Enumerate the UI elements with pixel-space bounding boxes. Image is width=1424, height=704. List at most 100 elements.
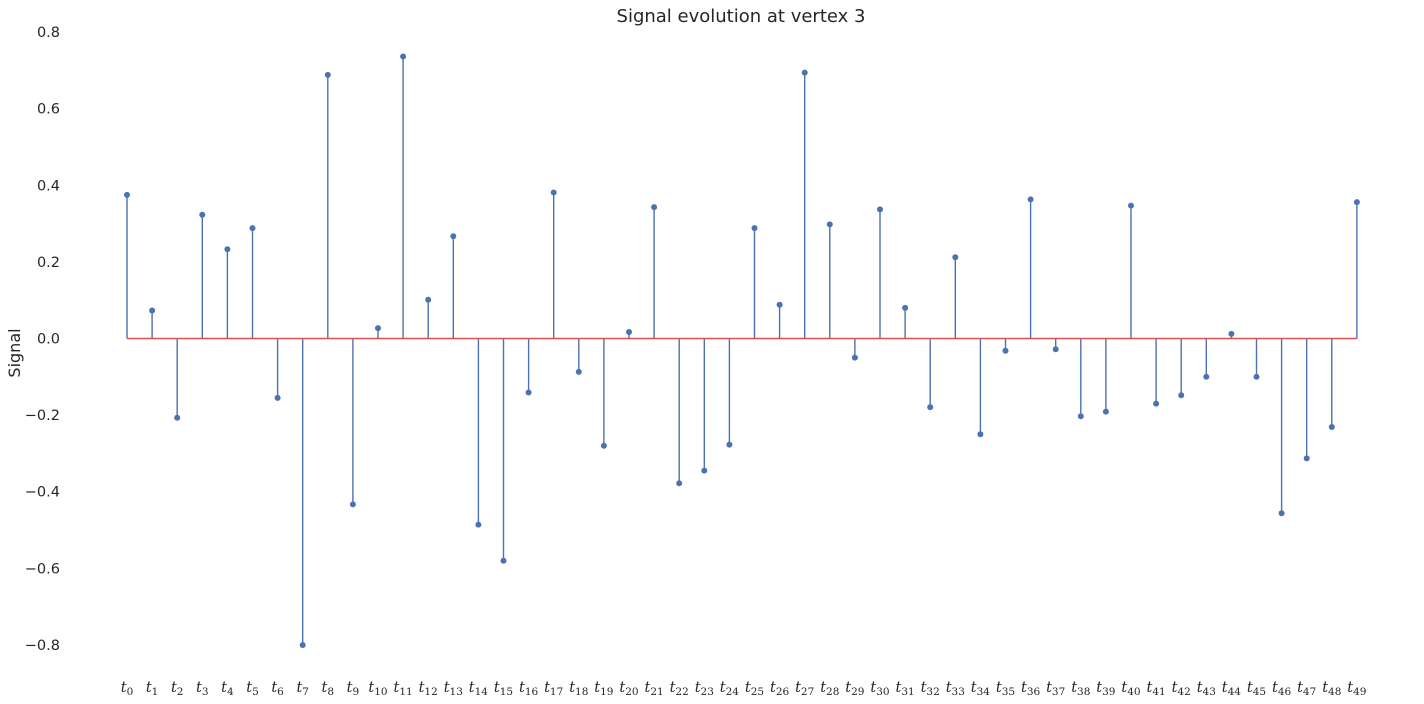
x-tick-label: t0 <box>121 680 134 698</box>
stem-marker <box>149 307 156 314</box>
x-tick-label: t24 <box>720 680 740 698</box>
y-tick-label: −0.8 <box>25 638 60 654</box>
stem-marker <box>124 191 130 198</box>
stem-marker <box>1353 199 1360 206</box>
stem-marker <box>676 480 683 487</box>
x-tick-label: t14 <box>469 680 489 698</box>
x-tick-label: t49 <box>1347 680 1366 698</box>
stem-marker <box>902 304 909 311</box>
x-tick-label: t26 <box>770 680 790 698</box>
stem-marker <box>826 221 833 228</box>
stem-marker <box>927 404 934 411</box>
stem-marker <box>1178 392 1185 399</box>
stem-marker <box>801 69 808 76</box>
x-tick-label: t4 <box>221 680 234 698</box>
stem-marker <box>299 641 306 648</box>
y-tick-label: 0.4 <box>37 178 60 194</box>
y-tick-label: −0.4 <box>25 485 60 501</box>
stem-marker <box>349 501 356 508</box>
x-tick-labels: t0 t1 t2 t3 t4 t5 t6 t7 t8 t9 t10 t11 t12 t13 t14 t15 t1… <box>121 680 1367 698</box>
stem-marker <box>1027 196 1034 203</box>
stem-marker <box>525 389 532 396</box>
x-tick-label: t48 <box>1322 680 1341 698</box>
y-tick-label: 0.0 <box>37 332 60 348</box>
stem-marker <box>400 53 407 60</box>
x-tick-label: t28 <box>820 680 839 698</box>
y-tick-label: 0.6 <box>37 102 60 118</box>
stem-marker <box>575 368 582 375</box>
x-tick-label: t36 <box>1021 680 1041 698</box>
stems <box>126 56 1358 645</box>
y-axis-label: Signal <box>5 328 24 377</box>
stem-marker <box>701 467 708 474</box>
stem-marker <box>1153 400 1160 407</box>
stem-marker <box>1002 347 1009 354</box>
stem-marker <box>1228 330 1235 337</box>
x-tick-label: t12 <box>419 680 438 698</box>
x-tick-label: t37 <box>1046 680 1065 698</box>
stem-marker <box>1303 455 1310 462</box>
stem-marker <box>1203 373 1210 380</box>
stem-marker <box>550 189 557 196</box>
x-tick-label: t21 <box>644 680 663 698</box>
stem-marker <box>174 414 181 421</box>
x-tick-label: t8 <box>322 680 335 698</box>
x-tick-label: t29 <box>845 680 864 698</box>
y-tick-label: −0.6 <box>25 561 60 577</box>
x-tick-label: t10 <box>368 680 387 698</box>
markers <box>124 53 1360 648</box>
stem-marker <box>274 394 281 401</box>
stem-marker <box>1253 373 1260 380</box>
y-tick-label: −0.2 <box>25 408 60 424</box>
x-tick-label: t13 <box>444 680 463 698</box>
x-tick-label: t27 <box>795 680 814 698</box>
stem-marker <box>475 521 482 528</box>
x-tick-label: t42 <box>1172 680 1191 698</box>
x-tick-label: t35 <box>996 680 1015 698</box>
stem-marker <box>651 204 658 211</box>
stem-marker <box>1077 413 1084 420</box>
stem-marker <box>1328 423 1335 430</box>
stem-marker <box>249 225 256 232</box>
x-tick-label: t23 <box>695 680 714 698</box>
stem-marker <box>224 246 231 253</box>
x-tick-label: t15 <box>494 680 513 698</box>
x-tick-label: t25 <box>745 680 764 698</box>
x-tick-label: t33 <box>946 680 965 698</box>
stem-marker <box>199 211 206 218</box>
x-tick-label: t39 <box>1096 680 1115 698</box>
stem-marker <box>324 71 331 78</box>
stem-marker <box>1278 510 1285 517</box>
chart-title: Signal evolution at vertex 3 <box>617 6 866 27</box>
x-tick-label: t2 <box>171 680 184 698</box>
stem-marker <box>751 225 758 232</box>
x-tick-label: t5 <box>246 680 259 698</box>
stem-marker <box>626 328 632 335</box>
x-tick-label: t7 <box>296 680 309 698</box>
x-tick-label: t22 <box>670 680 689 698</box>
stem-marker <box>851 354 858 361</box>
x-tick-label: t6 <box>271 680 284 698</box>
stem-marker <box>952 254 959 261</box>
stem-marker <box>877 206 883 213</box>
x-tick-label: t47 <box>1297 680 1316 698</box>
stem-marker <box>425 296 432 303</box>
x-tick-label: t44 <box>1222 680 1242 698</box>
x-tick-label: t16 <box>519 680 539 698</box>
y-tick-label: 0.8 <box>37 25 60 41</box>
y-tick-labels: −0.8 −0.6 −0.4 −0.2 0.0 0.2 0.4 0.6 0.8 <box>25 25 60 654</box>
x-tick-label: t11 <box>393 680 412 698</box>
x-tick-label: t46 <box>1272 680 1292 698</box>
x-tick-label: t45 <box>1247 680 1266 698</box>
x-tick-label: t40 <box>1121 680 1140 698</box>
stem-marker <box>375 325 381 332</box>
x-tick-label: t38 <box>1071 680 1090 698</box>
stem-marker <box>776 301 783 308</box>
x-tick-label: t34 <box>971 680 991 698</box>
x-tick-label: t20 <box>619 680 638 698</box>
x-tick-label: t32 <box>921 680 940 698</box>
stem-marker <box>450 233 457 240</box>
stem-marker <box>500 557 507 564</box>
stem-marker <box>977 431 984 438</box>
